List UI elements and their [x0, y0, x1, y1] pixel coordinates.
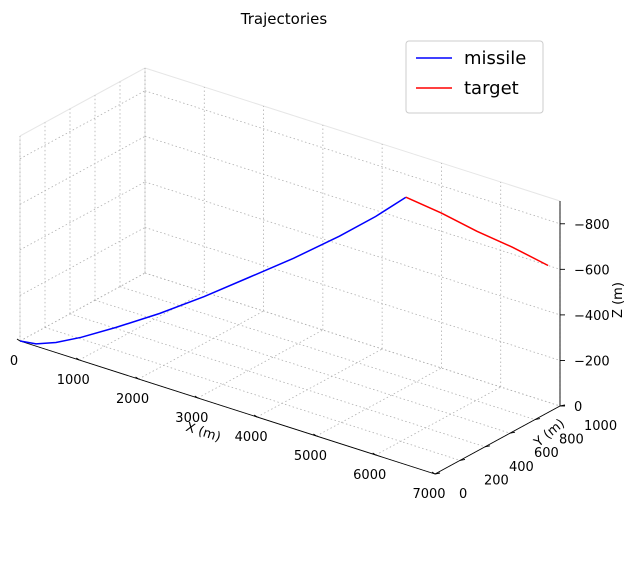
legend: missile target: [405, 40, 544, 114]
grid-line-z-side: [19, 272, 146, 342]
y-tick-label: 0: [459, 487, 467, 502]
z-tick-label: −200: [574, 354, 610, 369]
x-tick-mark: [431, 471, 436, 475]
x-tick-label: 0: [10, 354, 18, 369]
grid-line-x-floor: [256, 348, 383, 418]
grid-line-z-back: [144, 181, 561, 316]
y-axis-line: [434, 405, 561, 475]
y-tick-mark: [459, 458, 466, 461]
grid-line-z-side: [19, 90, 146, 160]
y-tick-mark: [484, 445, 491, 448]
y-tick-mark: [534, 418, 541, 421]
legend-label-target: target: [464, 78, 519, 99]
x-tick-mark: [76, 357, 80, 361]
x-axis-title: X (m): [184, 420, 223, 445]
x-tick-label: 4000: [235, 430, 268, 445]
z-tick-label: −600: [574, 263, 610, 278]
x-axis-line: [19, 340, 436, 475]
grid-line-x-floor: [197, 329, 324, 399]
z-axis-title: Z (m): [611, 282, 624, 318]
grid-line-z-back: [144, 272, 561, 407]
pane-edge: [19, 67, 146, 137]
series-target: [405, 196, 549, 267]
y-tick-label: 200: [484, 473, 509, 488]
grid-line-x-floor: [375, 386, 501, 456]
grid-lines: [19, 68, 561, 475]
grid-line-z-back: [144, 227, 561, 361]
grid-line-y-floor: [94, 299, 511, 434]
x-tick-mark: [194, 395, 199, 399]
axes: [16, 201, 566, 475]
grid-line-z-side: [19, 181, 146, 251]
x-tick-mark: [253, 414, 258, 418]
x-tick-label: 3000: [175, 411, 208, 426]
x-tick-mark: [372, 452, 376, 456]
y-tick-mark: [434, 472, 441, 475]
grid-line-x-floor: [316, 367, 442, 437]
grid-line-z-back: [144, 90, 561, 225]
x-tick-label: 1000: [57, 373, 90, 388]
legend-box: [405, 40, 544, 114]
pane-edges: [19, 67, 561, 406]
grid-line-z-side: [19, 227, 146, 296]
series-missile: [19, 196, 407, 345]
x-tick-label: 7000: [412, 487, 445, 502]
x-tick-label: 5000: [294, 449, 327, 464]
z-tick-label: 0: [574, 400, 582, 415]
grid-line-x-floor: [79, 291, 205, 361]
z-tick-label: −800: [574, 218, 610, 233]
x-tick-mark: [135, 376, 139, 380]
grid-line-z-back: [144, 135, 561, 270]
legend-label-missile: missile: [464, 48, 526, 69]
grid-line-y-floor: [119, 286, 536, 420]
x-tick-label: 6000: [353, 468, 386, 483]
y-tick-label: 400: [509, 460, 534, 475]
z-tick-label: −400: [574, 309, 610, 324]
x-tick-mark: [16, 338, 21, 342]
x-tick-mark: [313, 433, 317, 437]
y-tick-label: 1000: [584, 419, 617, 434]
y-tick-label: 800: [559, 433, 584, 448]
grid-line-y-floor: [69, 313, 486, 448]
series-lines: [19, 196, 549, 345]
chart-title: Trajectories: [240, 10, 328, 28]
grid-line-y-floor: [44, 327, 461, 461]
x-tick-label: 2000: [116, 392, 149, 407]
pane-edge: [144, 67, 561, 202]
grid-line-z-side: [19, 135, 146, 205]
y-tick-mark: [509, 431, 516, 434]
y-tick-label: 600: [534, 446, 559, 461]
grid-line-x-floor: [138, 310, 264, 380]
